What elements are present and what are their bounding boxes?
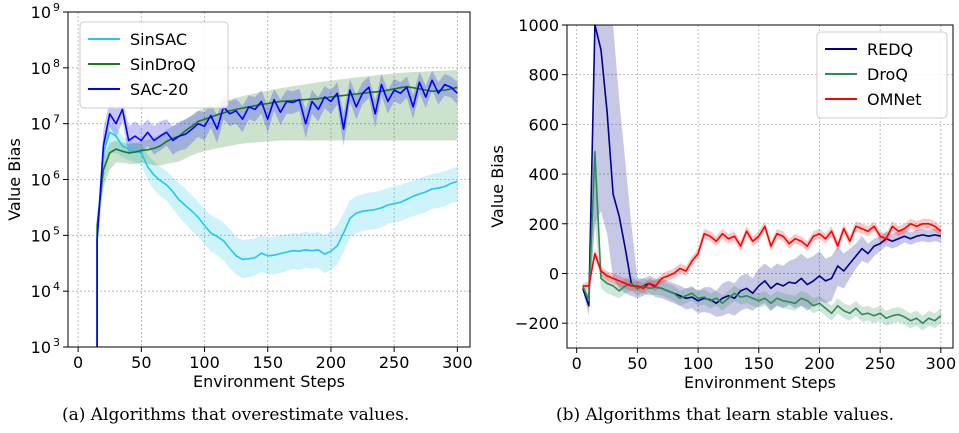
y-tick-exponent: 5 [53,224,60,237]
legend-label: SAC-20 [130,80,188,99]
y-tick-label: 10 [31,226,51,245]
line-sac-20 [96,79,458,347]
x-tick-label: 0 [73,353,83,372]
y-tick-exponent: 8 [53,57,60,70]
y-tick-exponent: 9 [53,1,60,14]
y-tick-exponent: 7 [53,113,60,126]
x-axis-label: Environment Steps [193,372,345,391]
y-axis-label: Value Bias [5,138,24,221]
y-tick-label: 800 [528,66,559,85]
x-tick-label: 150 [744,354,775,373]
series-lines [96,79,458,347]
line-omnet [582,223,942,290]
y-tick-label: 0 [549,264,559,283]
y-ticks: −200 0 200 400 600 800 1000 [515,16,567,333]
x-tick-label: 300 [926,354,957,373]
x-tick-label: 50 [627,354,647,373]
legend-label: SinDroQ [130,55,196,74]
x-tick-label: 150 [252,353,283,372]
grid-lines [567,24,953,348]
caption-b: (b) Algorithms that learn stable values. [556,405,895,425]
y-tick-label: 10 [31,338,51,357]
y-tick-label: 200 [528,215,559,234]
band-droq [582,144,941,331]
y-tick-exponent: 6 [53,169,60,182]
y-tick-label: 10 [31,115,51,134]
line-sindroq [96,85,458,347]
x-ticks: 0 50 100 150 200 250 300 [572,348,957,373]
y-tick-label: 10 [31,171,51,190]
x-tick-label: 250 [865,354,896,373]
line-droq [582,150,942,325]
x-tick-label: 300 [442,353,473,372]
y-tick-label: 1000 [518,16,559,35]
x-tick-label: 100 [683,354,714,373]
y-tick-label: −200 [515,314,559,333]
x-tick-label: 200 [316,353,347,372]
plot-frame [566,24,954,349]
y-tick-label: 10 [31,3,51,22]
y-tick-exponent: 4 [53,280,60,293]
legend-box [816,31,948,119]
legend: SinSAC SinDroQ SAC-20 [79,21,229,109]
y-tick-exponent: 3 [53,336,60,349]
legend-box [79,21,229,109]
legend-label: SinSAC [130,30,187,49]
x-tick-label: 0 [572,354,582,373]
band-sindroq [97,69,458,236]
x-tick-label: 200 [804,354,835,373]
chart-stable: 0 50 100 150 200 250 300 −200 0 200 400 600 800 1000… [488,16,956,392]
x-tick-label: 250 [379,353,410,372]
legend-label: DroQ [867,65,908,84]
y-tick-label: 400 [528,165,559,184]
y-axis-label: Value Bias [488,145,507,228]
x-tick-label: 100 [189,353,220,372]
line-sinsac [96,131,458,347]
legend: REDQ DroQ OMNet [816,31,948,119]
y-tick-label: 600 [528,115,559,134]
band-sinsac [97,123,458,279]
legend-label: REDQ [867,40,913,59]
y-tick-label: 10 [31,59,51,78]
x-tick-label: 50 [131,353,151,372]
y-tick-label: 10 [31,282,51,301]
x-ticks: 0 50 100 150 200 250 300 [73,347,473,372]
series-lines [582,24,942,325]
x-axis-label: Environment Steps [684,373,836,392]
legend-label: OMNet [867,90,921,109]
caption-a: (a) Algorithms that overestimate values. [62,405,410,425]
